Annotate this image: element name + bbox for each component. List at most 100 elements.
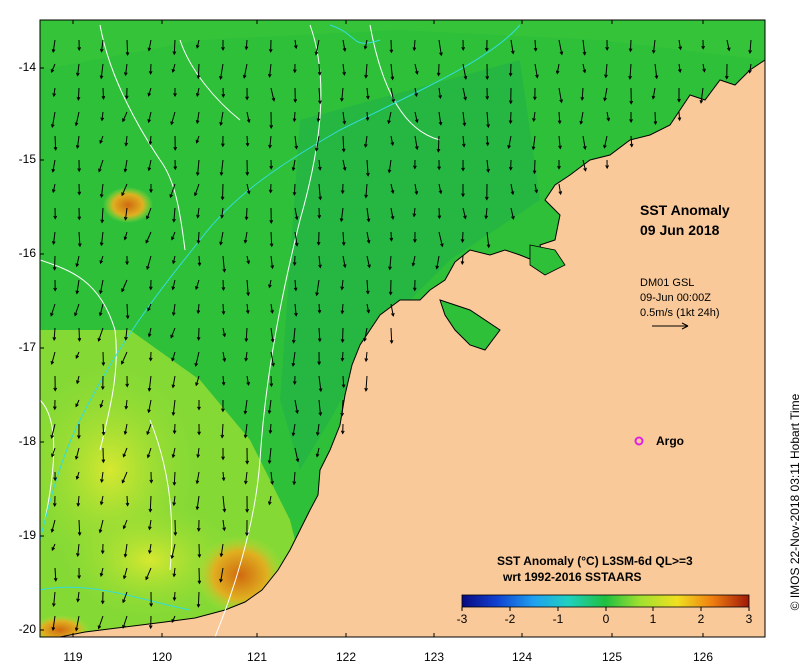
current-vector-head: [629, 119, 633, 124]
current-vector: [121, 351, 128, 365]
current-vector: [146, 207, 152, 219]
current-vector-head: [125, 52, 130, 57]
current-vector: [558, 39, 563, 55]
current-vector-head: [172, 51, 177, 56]
current-vector-head: [245, 310, 250, 315]
current-vector: [510, 207, 514, 220]
current-vector-head: [243, 410, 248, 415]
current-vector-head: [101, 459, 106, 464]
current-vector-head: [317, 338, 322, 343]
current-vector: [268, 399, 272, 414]
current-vector: [413, 207, 416, 217]
current-vector-head: [197, 406, 201, 411]
current-vector-head: [171, 384, 176, 389]
current-vector: [245, 327, 248, 342]
current-vector: [702, 63, 705, 72]
current-vector: [749, 39, 752, 54]
current-vector: [342, 63, 345, 75]
current-vector: [340, 207, 344, 222]
current-vector-head: [366, 239, 371, 244]
current-vector: [293, 111, 296, 122]
current-vector-head: [171, 312, 176, 317]
current-vector-head: [271, 97, 276, 102]
current-vector-head: [122, 624, 126, 629]
current-vector-head: [317, 71, 322, 76]
current-vector-head: [389, 49, 394, 54]
current-vector: [532, 135, 536, 150]
current-vector: [246, 255, 250, 264]
current-vector: [221, 423, 224, 438]
current-vector: [438, 87, 441, 99]
current-vector-head: [51, 603, 56, 608]
current-vector: [390, 327, 393, 343]
current-vector-head: [363, 143, 368, 148]
current-vector: [196, 135, 200, 143]
current-vector: [461, 255, 464, 265]
current-vector-head: [580, 96, 585, 101]
current-vector: [558, 111, 561, 124]
current-vector-head: [557, 165, 561, 170]
current-vector-head: [699, 99, 704, 104]
current-vector-head: [439, 52, 443, 57]
current-vector-head: [149, 603, 154, 608]
current-vector: [341, 399, 344, 416]
current-vector: [197, 159, 200, 176]
current-vector-head: [77, 168, 82, 173]
current-vector: [53, 327, 56, 340]
current-vector: [437, 135, 440, 152]
current-vector-head: [411, 262, 416, 267]
current-vector-head: [124, 95, 129, 100]
current-vector-head: [219, 75, 223, 80]
current-vector-head: [172, 481, 177, 486]
x-tick-label: 126: [692, 650, 714, 664]
current-vector: [54, 135, 57, 150]
current-vector: [76, 375, 80, 384]
current-vector: [318, 375, 322, 392]
current-vector: [145, 567, 152, 580]
current-vector-head: [147, 119, 152, 124]
current-vector-head: [460, 261, 465, 266]
current-vector-head: [315, 431, 320, 436]
current-vector-head: [220, 143, 225, 148]
current-vector-head: [387, 169, 392, 174]
current-vector: [125, 63, 128, 76]
current-vector-head: [123, 168, 128, 173]
current-vector: [75, 447, 80, 460]
current-vector: [510, 39, 514, 54]
current-vector: [246, 183, 250, 194]
current-vector-head: [557, 120, 562, 125]
map-title-line2: 09 Jun 2018: [640, 222, 720, 238]
current-vector: [220, 159, 224, 176]
current-vector: [533, 159, 536, 174]
current-vector: [124, 231, 128, 240]
current-vector: [99, 303, 104, 316]
current-vector-head: [99, 501, 104, 506]
current-vector: [366, 231, 370, 243]
current-vector-head: [269, 220, 274, 224]
current-vector: [173, 39, 176, 55]
current-vector: [220, 231, 224, 245]
current-vector-head: [389, 340, 394, 344]
current-vector-head: [122, 575, 127, 580]
current-vector: [582, 135, 586, 150]
current-vector: [414, 87, 418, 97]
current-vector-head: [196, 240, 201, 245]
plot-frame: [39, 19, 766, 638]
current-vector: [222, 327, 226, 337]
current-vector: [462, 87, 467, 100]
current-vector-head: [388, 291, 393, 296]
current-vector-head: [146, 265, 150, 270]
current-vector-head: [461, 167, 465, 172]
current-vector-head: [121, 192, 125, 197]
colorbar-tick-label: 3: [745, 612, 753, 626]
current-vector: [436, 255, 440, 269]
current-vector-head: [75, 145, 80, 150]
current-vector: [147, 303, 152, 311]
current-vector: [196, 39, 200, 48]
current-vector-head: [748, 69, 752, 74]
current-vector-head: [435, 265, 440, 270]
x-tick-label: 122: [335, 650, 357, 664]
current-info: DM01 GSL 09-Jun 00:00Z 0.5m/s (1kt 24h): [640, 276, 719, 321]
current-vector-head: [146, 431, 150, 436]
